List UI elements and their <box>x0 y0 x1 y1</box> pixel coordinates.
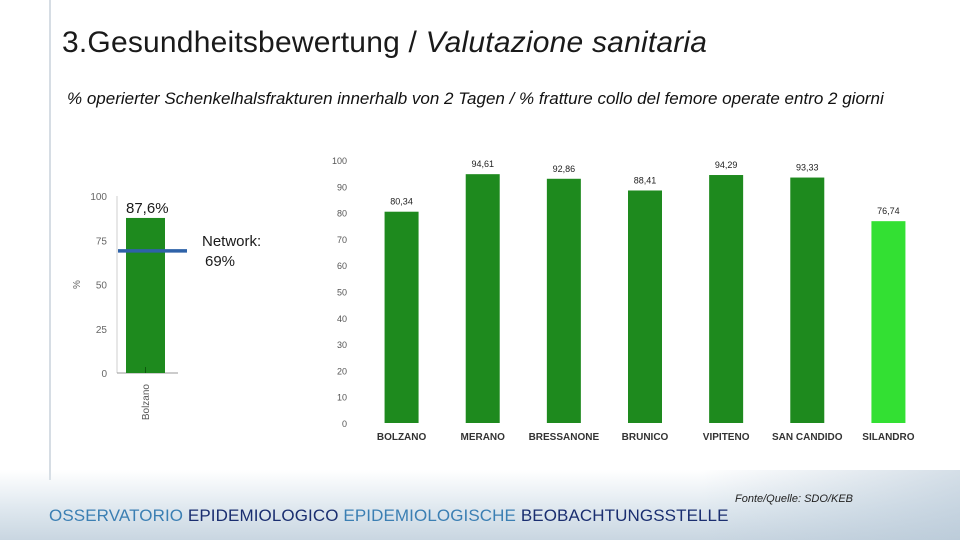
network-label-line2: 69% <box>205 253 235 270</box>
chart2-category-label-bolzano: BOLZANO <box>377 432 427 443</box>
title-italian: Valutazione sanitaria <box>425 26 708 59</box>
footer-word-2: EPIDEMIOLOGICO <box>187 506 344 525</box>
chart2-y-tick-label: 80 <box>337 209 347 219</box>
chart2-y-tick-label: 50 <box>337 288 347 298</box>
chart2-y-tick-label: 100 <box>332 156 347 166</box>
chart1-y-tick-label: 100 <box>90 192 107 203</box>
chart2-category-label-bressanone: BRESSANONE <box>529 432 600 443</box>
chart2-category-label-san-candido: SAN CANDIDO <box>772 432 843 443</box>
left-divider-line <box>49 0 51 480</box>
chart2-data-label-bressanone: 92,86 <box>553 164 576 174</box>
chart1-y-axis-label: % <box>72 280 83 289</box>
chart2-y-tick-label: 10 <box>337 393 347 403</box>
chart2-category-label-vipiteno: VIPITENO <box>703 432 750 443</box>
footer-word-3: EPIDEMIOLOGISCHE <box>343 506 521 525</box>
chart2-bar-merano <box>465 174 500 423</box>
chart2-bar-silandro <box>871 221 906 423</box>
page-title: 3.Gesundheitsbewertung / Valutazione san… <box>62 26 707 60</box>
chart2-y-tick-label: 70 <box>337 235 347 245</box>
chart1-bar-bolzano <box>126 217 165 373</box>
chart2-data-label-brunico: 88,41 <box>634 175 657 185</box>
footer-word-4: BEOBACHTUNGSSTELLE <box>520 506 729 525</box>
chart2-y-tick-label: 20 <box>337 366 347 376</box>
chart2-data-label-bolzano: 80,34 <box>390 197 413 207</box>
footer-band <box>0 470 960 540</box>
chart2-data-label-vipiteno: 94,29 <box>715 160 738 170</box>
network-label-line1: Network: <box>202 233 261 250</box>
chart2-bar-san-candido <box>790 177 825 423</box>
chart2-bar-brunico <box>628 190 662 423</box>
chart2-bar-bressanone <box>546 178 581 423</box>
source-note: Fonte/Quelle: SDO/KEB <box>735 493 853 505</box>
chart2-bar-vipiteno <box>709 175 744 423</box>
charts-canvas: 0 25 50 75 100% 87,6% Bolzano Network: 69% 0 10 20 3… <box>72 156 915 443</box>
chart1-y-tick-label: 25 <box>96 325 108 336</box>
chart2-bar-bolzano <box>384 211 419 423</box>
chart2-y-tick-label: 60 <box>337 261 347 271</box>
chart2-data-label-san-candido: 93,33 <box>796 163 819 173</box>
chart2-y-tick-label: 90 <box>337 182 347 192</box>
footer-title: OSSERVATORIO EPIDEMIOLOGICO EPIDEMIOLOGI… <box>49 506 729 526</box>
chart2-y-tick-label: 30 <box>337 340 347 350</box>
chart2-category-label-merano: MERANO <box>460 432 505 443</box>
chart2-y-tick-label: 0 <box>342 419 347 429</box>
chart2-data-label-silandro: 76,74 <box>877 206 900 216</box>
chart1-y-tick-label: 0 <box>101 369 107 380</box>
footer-word-1: OSSERVATORIO <box>49 506 188 525</box>
title-german: 3.Gesundheitsbewertung / <box>62 26 426 59</box>
chart2-data-label-merano: 94,61 <box>471 159 494 169</box>
chart2-y-tick-label: 40 <box>337 314 347 324</box>
chart1-y-tick-label: 75 <box>96 236 108 247</box>
chart2-category-label-brunico: BRUNICO <box>622 432 669 443</box>
chart1-data-label: 87,6% <box>126 200 169 217</box>
chart2-category-label-silandro: SILANDRO <box>862 432 914 443</box>
chart-subtitle: % operierter Schenkelhalsfrakturen inner… <box>67 89 884 108</box>
chart1-y-tick-label: 50 <box>96 281 108 292</box>
chart1-category-label: Bolzano <box>141 384 152 421</box>
